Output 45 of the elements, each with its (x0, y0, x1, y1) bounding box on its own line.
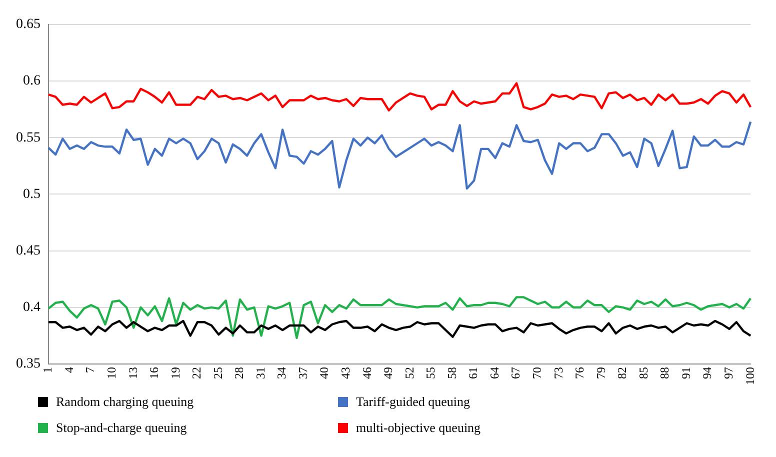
legend-label: Tariff-guided queuing (356, 394, 470, 410)
y-tick-label: 0.55 (16, 130, 40, 146)
x-tick-label: 52 (402, 367, 416, 379)
x-tick-label: 37 (296, 367, 310, 379)
x-tick-label: 67 (508, 367, 523, 379)
x-tick-label: 76 (572, 367, 587, 379)
y-tick-label: 0.35 (16, 356, 40, 372)
y-tick-label: 0.4 (23, 300, 40, 316)
x-tick-label: 73 (551, 367, 566, 379)
x-tick-label: 34 (274, 367, 289, 379)
x-tick-label: 100 (742, 367, 757, 385)
x-tick-label: 88 (658, 367, 672, 379)
x-tick-label: 61 (466, 367, 480, 379)
x-tick-label: 22 (190, 367, 204, 379)
x-tick-label: 28 (232, 367, 246, 379)
x-tick-label: 85 (636, 367, 650, 379)
y-tick-label: 0.45 (16, 243, 40, 258)
x-tick-label: 94 (700, 367, 714, 379)
x-tick-label: 58 (444, 367, 459, 379)
legend-label: Random charging queuing (56, 394, 194, 410)
y-tick-label: 0.5 (23, 186, 40, 202)
x-tick-label: 79 (594, 367, 608, 379)
legend-label: Stop-and-charge queuing (56, 420, 187, 436)
x-tick-label: 7 (83, 367, 98, 373)
x-tick-label: 43 (338, 367, 353, 379)
x-tick-label: 55 (424, 367, 438, 379)
x-tick-label: 10 (104, 367, 118, 379)
x-tick-label: 46 (360, 367, 374, 379)
x-tick-label: 49 (381, 367, 396, 379)
y-tick-label: 0.65 (16, 17, 40, 32)
x-tick-label: 91 (678, 367, 693, 379)
x-tick-label: 16 (147, 367, 162, 379)
x-tick-label: 19 (168, 367, 182, 379)
x-tick-label: 4 (62, 367, 76, 373)
x-tick-label: 82 (615, 367, 630, 379)
x-tick-label: 70 (530, 367, 544, 379)
x-tick-label: 97 (721, 367, 736, 379)
x-tick-label: 40 (317, 367, 332, 379)
x-tick-label: 64 (487, 367, 502, 379)
x-tick-label: 1 (40, 367, 55, 373)
legend-label: multi-objective queuing (356, 420, 481, 436)
x-tick-label: 31 (253, 367, 268, 379)
x-tick-label: 13 (126, 367, 140, 379)
y-tick-label: 0.6 (23, 74, 40, 89)
x-tick-label: 25 (210, 367, 225, 379)
